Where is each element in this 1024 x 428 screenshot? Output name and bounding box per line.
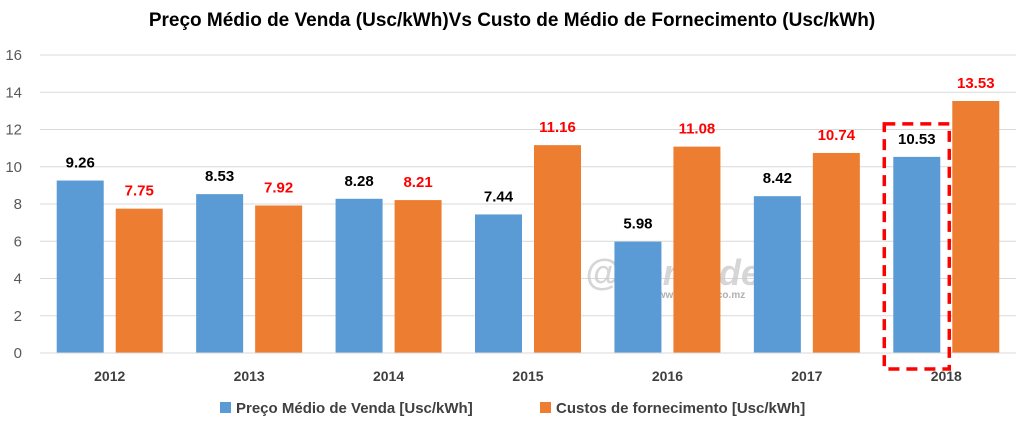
legend-label-custos: Custos de fornecimento [Usc/kWh] <box>556 400 805 417</box>
bar-preco-medio-de-ven-2017 <box>753 196 801 353</box>
bars <box>56 101 1000 353</box>
bar-preco-medio-de-ven-2018 <box>893 156 941 353</box>
bar-custos-de-fornecim-2017 <box>812 152 860 353</box>
y-tick-8: 8 <box>14 196 22 213</box>
y-tick-6: 6 <box>14 233 22 250</box>
bar-custos-de-fornecim-2012 <box>115 208 163 353</box>
bar-preco-medio-de-ven-2013 <box>196 194 244 353</box>
legend-swatch-custos <box>540 402 551 413</box>
bar-preco-medio-de-ven-2012 <box>56 180 104 353</box>
chart-title: Preço Médio de Venda (Usc/kWh)Vs Custo d… <box>149 10 875 31</box>
x-tick-2015: 2015 <box>512 368 543 384</box>
bar-preco-medio-de-ven-2014 <box>335 198 383 353</box>
x-tick-2017: 2017 <box>791 368 822 384</box>
data-label-custo-2012: 7.75 <box>125 183 154 200</box>
data-label-custo-2014: 8.21 <box>403 174 432 191</box>
bar-custos-de-fornecim-2014 <box>394 200 442 353</box>
watermark-logo-text: @Verdade <box>585 252 761 293</box>
bar-custos-de-fornecim-2018 <box>952 101 1000 353</box>
y-tick-12: 12 <box>5 122 22 139</box>
legend: Preço Médio de Venda [Usc/kWh] Custos de… <box>220 400 805 417</box>
data-labels: 9.26 7.75 8.53 7.92 8.28 8.21 7.44 11.16 5.98 11.… <box>66 75 995 233</box>
y-tick-2: 2 <box>14 308 22 325</box>
data-label-preco-2016: 5.98 <box>623 216 652 233</box>
gridlines <box>40 54 1016 317</box>
data-label-preco-2015: 7.44 <box>484 188 514 205</box>
data-label-custo-2018: 13.53 <box>957 75 995 92</box>
bar-custos-de-fornecim-2016 <box>673 146 721 353</box>
highlight-box-2018 <box>882 122 952 371</box>
x-axis-categories: 2012 2013 2014 2015 2016 2017 2018 <box>94 368 962 384</box>
bar-preco-medio-de-ven-2015 <box>475 214 522 353</box>
y-axis-ticks: 0 2 4 6 8 10 12 14 16 <box>5 47 22 362</box>
bar-custos-de-fornecim-2013 <box>255 205 303 353</box>
data-label-custo-2016: 11.08 <box>679 121 716 138</box>
data-label-preco-2012: 9.26 <box>66 155 95 172</box>
data-label-custo-2013: 7.92 <box>264 179 293 196</box>
legend-label-preco-medio: Preço Médio de Venda [Usc/kWh] <box>236 400 473 417</box>
y-tick-10: 10 <box>5 159 22 176</box>
y-tick-14: 14 <box>5 84 22 101</box>
y-tick-4: 4 <box>14 271 22 288</box>
data-label-preco-2017: 8.42 <box>763 170 792 187</box>
bar-preco-medio-de-ven-2016 <box>614 241 662 353</box>
legend-swatch-preco-medio <box>220 402 231 413</box>
data-label-preco-2018: 10.53 <box>898 131 936 148</box>
data-label-custo-2015: 11.16 <box>539 119 576 136</box>
bar-custos-de-fornecim-2015 <box>534 145 581 353</box>
data-label-preco-2014: 8.28 <box>344 173 373 190</box>
y-tick-0: 0 <box>14 345 22 362</box>
data-label-custo-2017: 10.74 <box>818 127 856 144</box>
x-tick-2018: 2018 <box>931 368 962 384</box>
x-tick-2014: 2014 <box>373 368 404 384</box>
x-tick-2016: 2016 <box>652 368 683 384</box>
watermark: @Verdade www.verdade.co.mz <box>585 252 761 301</box>
y-tick-16: 16 <box>5 47 22 64</box>
x-tick-2012: 2012 <box>94 368 125 384</box>
data-label-preco-2013: 8.53 <box>205 168 234 185</box>
x-tick-2013: 2013 <box>234 368 265 384</box>
